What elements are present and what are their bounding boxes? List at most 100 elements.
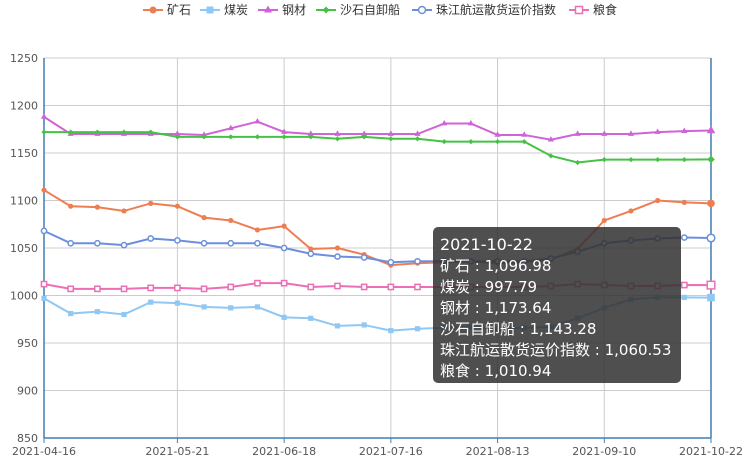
data-point [254,227,261,233]
x-tick-label: 2021-05-21 [145,445,209,458]
data-point [254,239,261,247]
data-point [521,131,528,137]
data-point [281,223,287,229]
data-point [174,134,180,140]
data-point [706,125,716,134]
data-point [334,253,341,260]
data-point [308,246,314,252]
y-tick-label: 900 [17,385,38,398]
data-point [681,199,687,205]
data-point [468,139,474,145]
data-point [174,300,180,306]
data-point [361,130,368,136]
data-point [281,134,287,140]
legend-label: 沙石自卸船 [340,2,400,17]
data-point [414,283,421,291]
data-point [41,129,47,135]
data-point [148,129,154,135]
data-point [414,257,421,265]
data-point [121,208,127,214]
tooltip-row-index: 珠江航运散货运价指数 : 1,060.53 [440,341,672,359]
data-point [201,134,207,140]
data-point [308,134,314,140]
data-point [707,199,715,208]
x-tick-label: 2021-04-16 [12,445,76,458]
data-point [68,129,74,135]
data-point [417,5,427,15]
data-point [494,131,501,137]
data-point [387,258,395,266]
tooltip-date: 2021-10-22 [440,235,533,254]
data-point [40,280,48,288]
data-point [94,285,101,293]
y-tick-label: 1050 [10,242,38,255]
data-point [707,155,715,164]
series-line [43,116,712,141]
data-point [334,136,341,142]
y-tick-label: 1100 [10,195,38,208]
x-tick-label: 2021-09-10 [572,445,636,458]
data-point [628,157,634,163]
data-point [575,159,581,166]
legend-label: 珠江航运散货运价指数 [436,2,556,17]
legend-label: 矿石 [167,3,191,17]
data-point [334,130,341,136]
data-point [521,139,527,145]
tooltip-row-ore: 矿石 : 1,096.98 [440,257,552,275]
data-point [67,239,75,247]
data-point [387,283,395,291]
data-point [200,131,208,137]
data-point [174,130,181,136]
data-point [655,197,661,204]
data-point [227,124,234,131]
data-point [121,311,127,318]
data-point [227,283,235,291]
data-point [40,227,48,235]
y-tick-label: 850 [17,432,38,445]
data-point [548,153,554,159]
data-point [441,139,447,145]
y-tick-label: 1200 [10,100,38,113]
data-point [200,285,208,293]
x-tick-label: 2021-10-22 [679,445,743,458]
data-point [40,113,48,119]
data-point [414,326,421,332]
data-point [68,203,74,209]
data-point [201,215,207,221]
data-point [322,6,330,14]
data-point [680,281,688,289]
data-point [574,130,581,136]
data-point [628,208,634,214]
data-point [654,128,661,134]
data-point [68,310,74,317]
legend-label: 粮食 [593,2,617,17]
y-tick-label: 950 [17,337,38,350]
data-point [228,305,234,311]
data-point [361,322,367,328]
data-point [441,119,448,126]
data-point [601,157,607,163]
data-point [334,282,341,290]
data-point [147,235,155,242]
data-point [227,239,235,247]
data-point [494,139,501,145]
data-point [467,119,474,126]
data-point [280,244,288,252]
data-point [680,234,688,241]
data-point [308,315,314,321]
data-point [627,130,635,136]
data-point [387,130,394,136]
data-point [174,284,181,292]
data-point [121,129,127,135]
tooltip-row-steel: 钢材 : 1,173.64 [440,299,552,317]
data-point [681,127,688,133]
data-point [388,136,394,142]
data-point [120,241,128,249]
data-point [547,136,555,142]
data-point [174,237,181,244]
data-point [655,157,661,163]
data-point [360,283,368,291]
data-point [228,134,234,140]
data-point [706,233,716,243]
data-point [281,314,287,320]
